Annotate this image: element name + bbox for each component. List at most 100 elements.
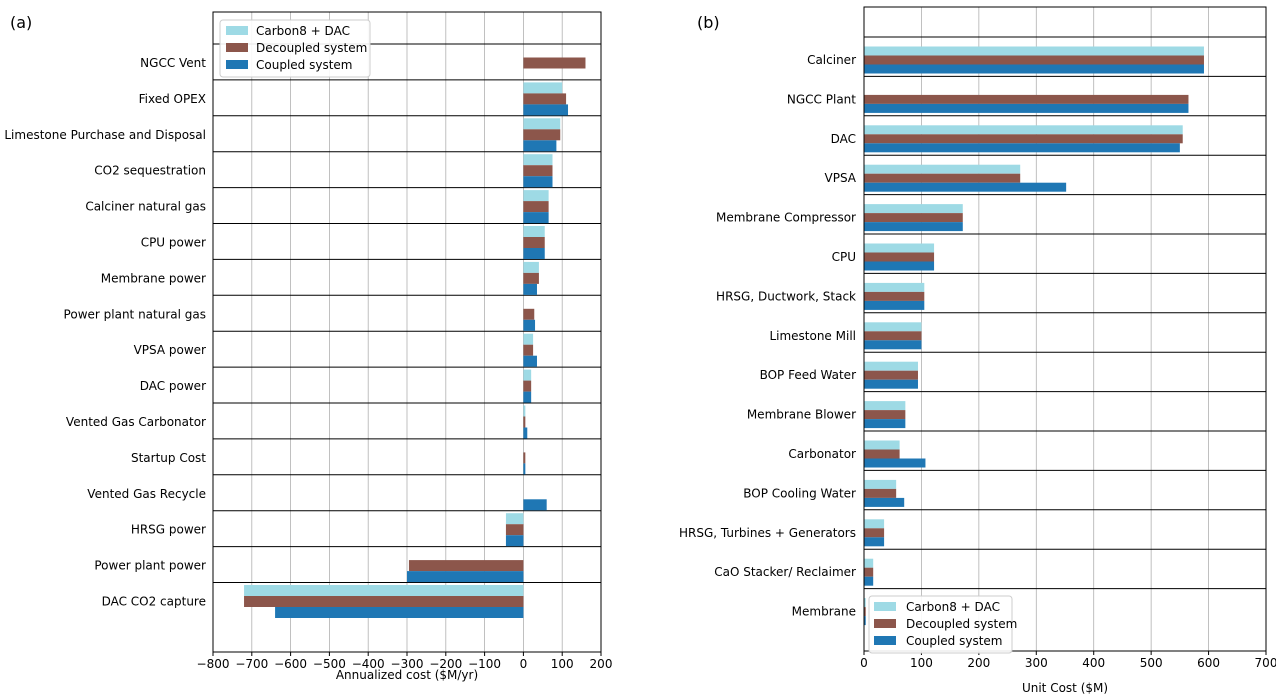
panel-a-x-axis-label: Annualized cost ($M/yr) <box>336 668 478 682</box>
legend-swatch-carbon8 <box>874 602 896 611</box>
bar-cao-stacker-reclaimer-decoupled <box>864 567 874 577</box>
bar-power-plant-natural-gas-decoupled <box>523 308 535 320</box>
bar-vpsa-decoupled <box>864 173 1021 183</box>
bar-hrsg-power-decoupled <box>505 524 524 536</box>
bar-membrane-blower-carbon8-dac <box>864 401 906 411</box>
bar-vented-gas-carbonator-carbon8-dac <box>523 405 526 417</box>
legend-swatch-decoupled <box>226 43 248 52</box>
bar-cao-stacker-reclaimer-coupled <box>864 576 874 586</box>
bar-limestone-purchase-and-disposal-decoupled <box>523 129 561 141</box>
bar-fixed-opex-decoupled <box>523 93 567 105</box>
bar-bop-cooling-water-carbon8-dac <box>864 479 897 489</box>
category-label: Membrane <box>792 605 856 619</box>
bar-co2-sequestration-decoupled <box>523 165 553 177</box>
x-tick-label: −800 <box>197 657 230 671</box>
bar-dac-co2-capture-coupled <box>275 607 524 618</box>
panel-b-category-separators <box>864 36 1266 590</box>
panel-b-axes-frame <box>863 6 1267 652</box>
bar-hrsg-turbines-generators-carbon8-dac <box>864 519 885 529</box>
bar-limestone-mill-coupled <box>864 340 922 350</box>
bar-membrane-compressor-coupled <box>864 222 963 232</box>
bar-membrane-blower-coupled <box>864 419 906 429</box>
x-tick-label: 300 <box>1025 656 1048 670</box>
category-label: Limestone Purchase and Disposal <box>4 128 206 142</box>
bar-bop-cooling-water-coupled <box>864 497 905 507</box>
bar-vpsa-power-decoupled <box>523 344 534 356</box>
legend-label-decoupled: Decoupled system <box>256 41 367 55</box>
category-label: Vented Gas Carbonator <box>66 415 206 429</box>
bar-ngcc-plant-coupled <box>864 103 1189 113</box>
category-label: Membrane Compressor <box>716 211 856 225</box>
bar-limestone-mill-decoupled <box>864 331 922 341</box>
panel-b-bars <box>864 46 1204 626</box>
bar-dac-coupled <box>864 143 1180 153</box>
bar-limestone-mill-carbon8-dac <box>864 322 922 332</box>
bar-membrane-compressor-decoupled <box>864 213 963 223</box>
panel-a-cost-chart: (a) NGCC Vent Fixed OPEX Limestone Purchas… <box>4 11 613 682</box>
category-label: DAC CO2 capture <box>102 595 206 609</box>
bar-cpu-power-carbon8-dac <box>523 226 545 237</box>
x-tick-label: 200 <box>590 657 613 671</box>
bar-vpsa-coupled <box>864 182 1067 192</box>
category-label: CO2 sequestration <box>94 164 206 178</box>
bar-hrsg-ductwork-stack-decoupled <box>864 291 925 301</box>
bar-carbonator-coupled <box>864 458 926 468</box>
legend-label-decoupled: Decoupled system <box>906 617 1017 631</box>
panel-a-x-ticks: −800 −700 −600 −500 −400 −300 −200 −100 0 100 200 <box>197 652 613 671</box>
bar-limestone-purchase-and-disposal-coupled <box>523 140 557 152</box>
category-label: NGCC Vent <box>140 56 206 70</box>
x-tick-label: 700 <box>1255 656 1276 670</box>
panel-a-axes-frame <box>212 11 602 653</box>
x-tick-label: −600 <box>274 657 307 671</box>
bar-dac-power-decoupled <box>523 380 532 392</box>
bar-calciner-natural-gas-coupled <box>523 212 549 224</box>
legend-label-coupled: Coupled system <box>256 58 352 72</box>
x-tick-label: −400 <box>352 657 385 671</box>
bar-calciner-natural-gas-decoupled <box>523 201 549 213</box>
legend-swatch-coupled <box>226 60 248 69</box>
bar-co2-sequestration-carbon8-dac <box>523 154 553 166</box>
bar-power-plant-natural-gas-coupled <box>523 319 536 331</box>
legend-swatch-carbon8 <box>226 26 248 35</box>
x-tick-label: 600 <box>1197 656 1220 670</box>
bar-fixed-opex-carbon8-dac <box>523 82 563 94</box>
x-tick-label: 0 <box>520 657 528 671</box>
panel-a-label: (a) <box>10 13 32 32</box>
bar-power-plant-power-coupled <box>407 571 524 583</box>
category-label: BOP Feed Water <box>760 368 857 382</box>
bar-membrane-power-carbon8-dac <box>523 261 539 273</box>
bar-cpu-power-decoupled <box>523 237 545 248</box>
legend-label-coupled: Coupled system <box>906 634 1002 648</box>
bar-hrsg-ductwork-stack-carbon8-dac <box>864 282 925 292</box>
bar-calciner-decoupled <box>864 55 1204 65</box>
category-label: VPSA power <box>134 343 206 357</box>
panel-b-unit-cost-chart: (b) Calciner NGCC Plant DAC VPSA Membrane Co… <box>679 6 1276 695</box>
category-label: Calciner <box>807 53 856 67</box>
category-label: Power plant power <box>94 559 206 573</box>
bar-dac-co2-capture-decoupled <box>244 596 524 607</box>
panel-b-label: (b) <box>697 13 720 32</box>
category-label: VPSA <box>825 171 857 185</box>
legend-label-carbon8: Carbon8 + DAC <box>906 600 1000 614</box>
bar-co2-sequestration-coupled <box>523 176 553 188</box>
bar-hrsg-power-carbon8-dac <box>505 513 524 525</box>
bar-limestone-purchase-and-disposal-carbon8-dac <box>523 118 561 130</box>
category-label: CPU <box>832 250 856 264</box>
x-tick-label: 400 <box>1082 656 1105 670</box>
x-tick-label: 500 <box>1140 656 1163 670</box>
bar-vented-gas-carbonator-decoupled <box>523 416 526 428</box>
panel-b-x-axis-label: Unit Cost ($M) <box>1022 681 1108 695</box>
panel-a-legend: Carbon8 + DAC Decoupled system Coupled s… <box>219 19 371 78</box>
x-tick-label: −300 <box>391 657 424 671</box>
bar-membrane-blower-decoupled <box>864 410 906 420</box>
x-tick-label: −200 <box>429 657 462 671</box>
bar-membrane-compressor-carbon8-dac <box>864 204 963 214</box>
x-tick-label: 100 <box>551 657 574 671</box>
bar-dac-co2-capture-carbon8-dac <box>244 585 524 596</box>
panel-a-category-labels: NGCC Vent Fixed OPEX Limestone Purchase an… <box>4 56 206 609</box>
bar-bop-feed-water-coupled <box>864 379 918 389</box>
bar-hrsg-ductwork-stack-coupled <box>864 300 925 310</box>
bar-carbonator-decoupled <box>864 449 900 459</box>
category-label: NGCC Plant <box>787 92 856 106</box>
